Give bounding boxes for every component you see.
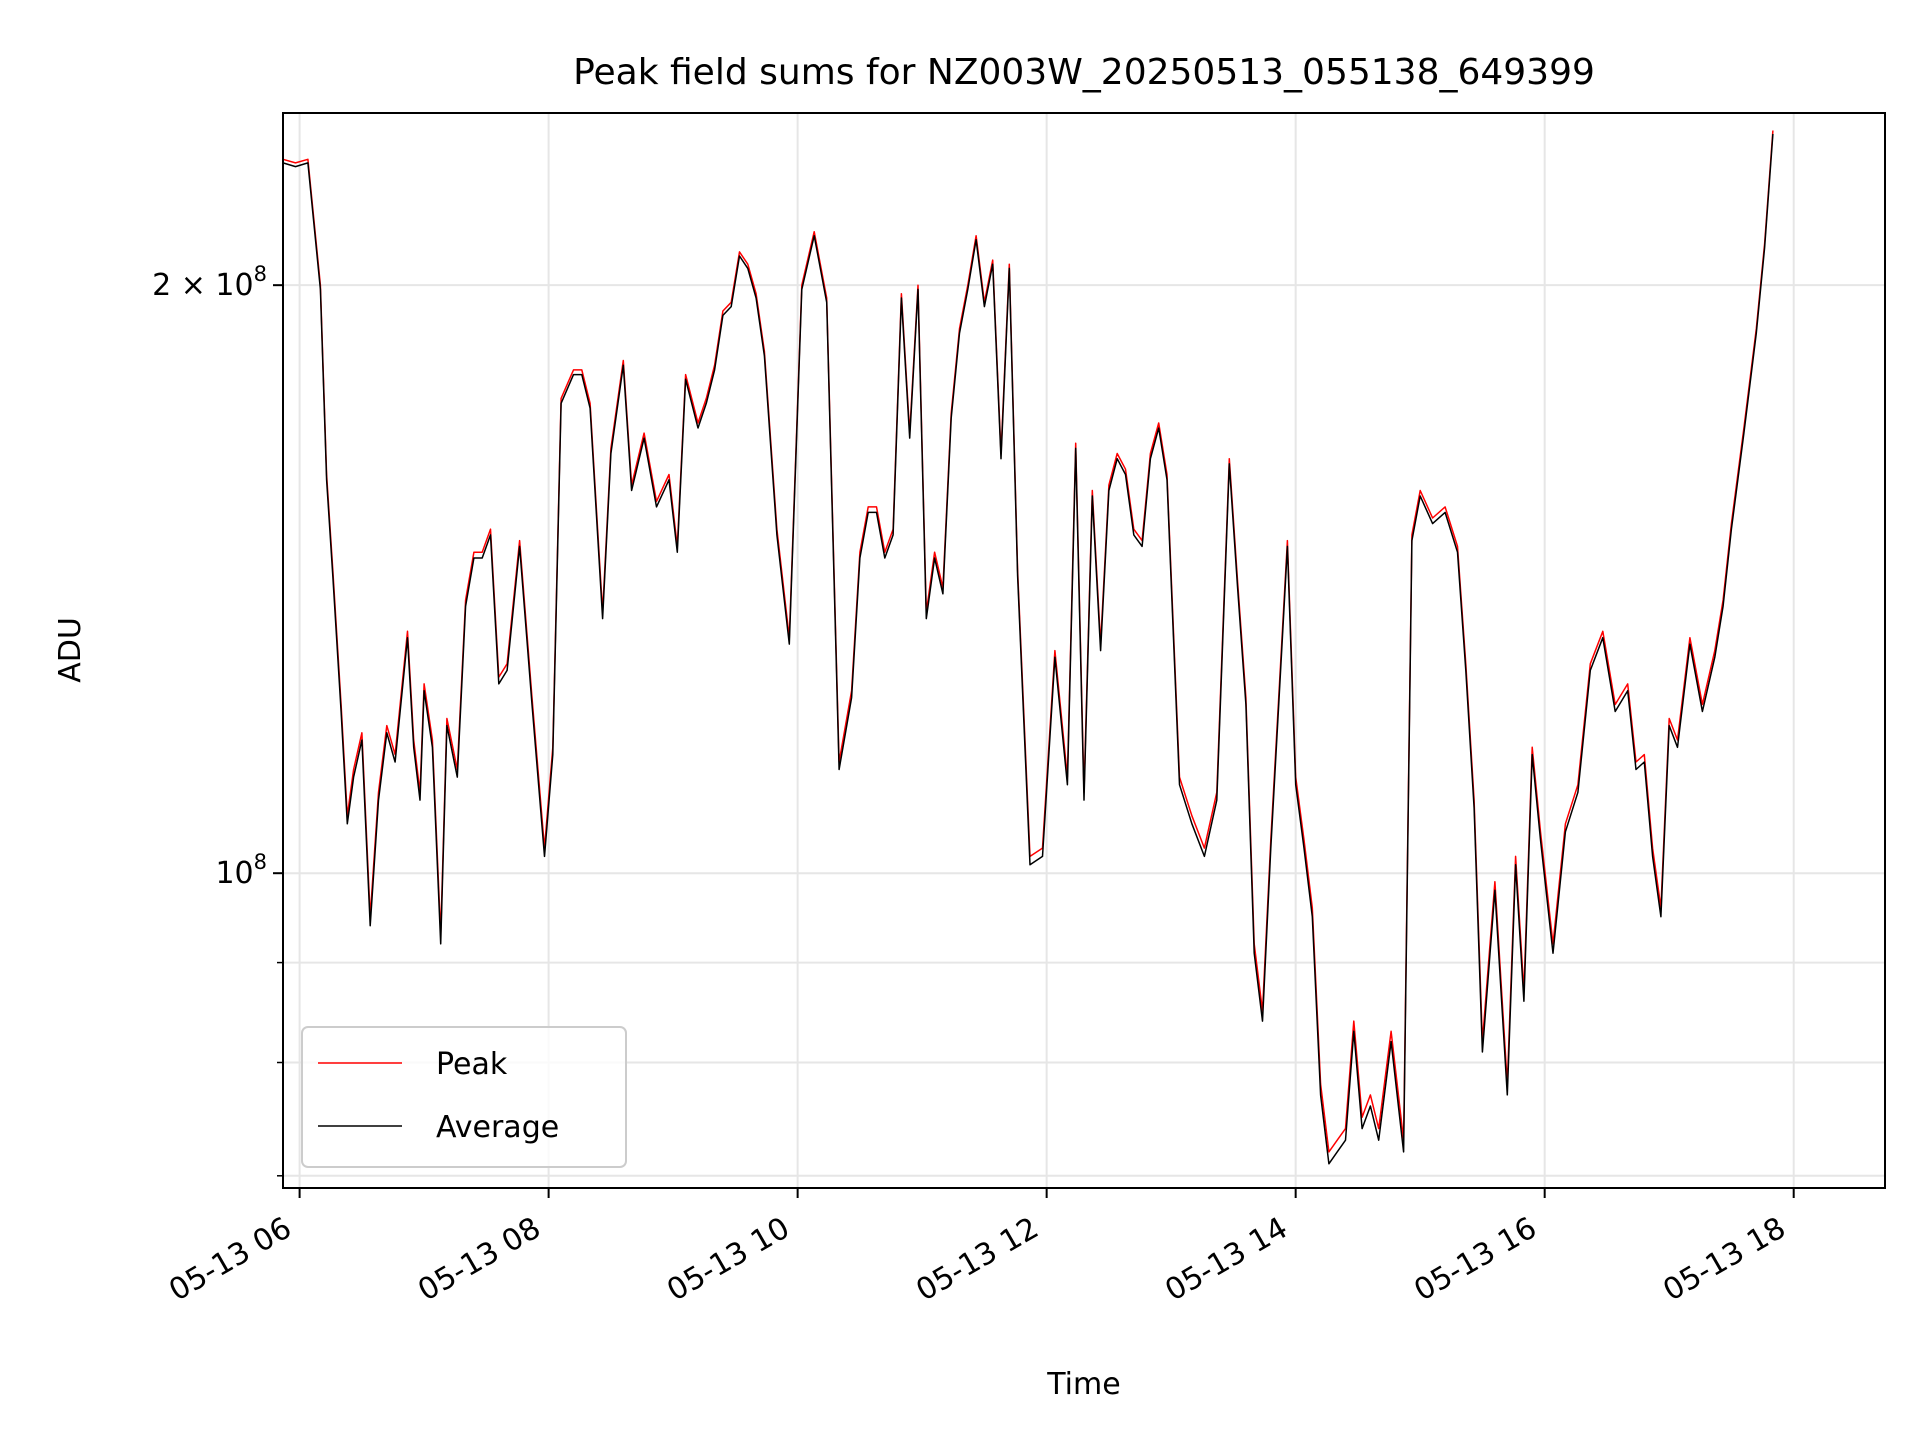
- y-tick-label: 108: [215, 850, 267, 891]
- y-tick-label: 2 × 108: [152, 262, 267, 303]
- series-layer: [282, 130, 1774, 1165]
- legend-label-average: Average: [436, 1110, 559, 1145]
- y-axis-label: ADU: [53, 617, 88, 683]
- legend: Peak Average: [301, 1026, 627, 1168]
- x-axis-label: Time: [1046, 1367, 1120, 1402]
- chart-title: Peak field sums for NZ003W_20250513_0551…: [573, 52, 1595, 93]
- series-line-average: [282, 133, 1774, 1165]
- legend-box: [301, 1026, 627, 1168]
- y-axis: 108 2 × 108: [152, 262, 283, 1177]
- plot-frame: [282, 112, 1886, 1189]
- grid: [283, 113, 1885, 1188]
- legend-label-peak: Peak: [436, 1047, 508, 1082]
